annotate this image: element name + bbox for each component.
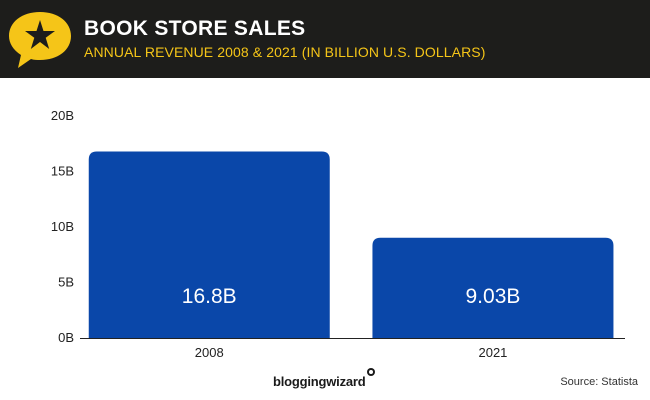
chart-subtitle: ANNUAL REVENUE 2008 & 2021 (IN BILLION U… xyxy=(84,44,486,60)
y-axis: 0B 5B 10B 15B 20B xyxy=(51,108,74,345)
y-tick-label: 15B xyxy=(51,164,74,179)
bar-chart: 0B 5B 10B 15B 20B 16.8B 9.03B 2008 2021 xyxy=(51,108,625,360)
bars-group: 16.8B 9.03B xyxy=(88,151,614,338)
y-tick-label: 0B xyxy=(58,330,74,345)
chart-title: BOOK STORE SALES xyxy=(84,17,306,40)
y-tick-label: 20B xyxy=(51,108,74,123)
bar-value-label: 9.03B xyxy=(466,285,521,308)
x-axis: 2008 2021 xyxy=(195,345,508,360)
x-tick-label: 2021 xyxy=(478,345,507,360)
star-speech-bubble-icon xyxy=(9,12,71,68)
x-tick-label: 2008 xyxy=(195,345,224,360)
header-banner: BOOK STORE SALES ANNUAL REVENUE 2008 & 2… xyxy=(0,0,650,78)
bar-2008 xyxy=(88,151,330,338)
bar-value-label: 16.8B xyxy=(182,285,237,308)
bar-2021 xyxy=(372,237,614,338)
brand-pin-icon xyxy=(367,368,375,376)
y-tick-label: 10B xyxy=(51,219,74,234)
source-note: Source: Statista xyxy=(560,376,638,388)
y-tick-label: 5B xyxy=(58,275,74,290)
brand-logo: bloggingwizard xyxy=(273,374,366,389)
